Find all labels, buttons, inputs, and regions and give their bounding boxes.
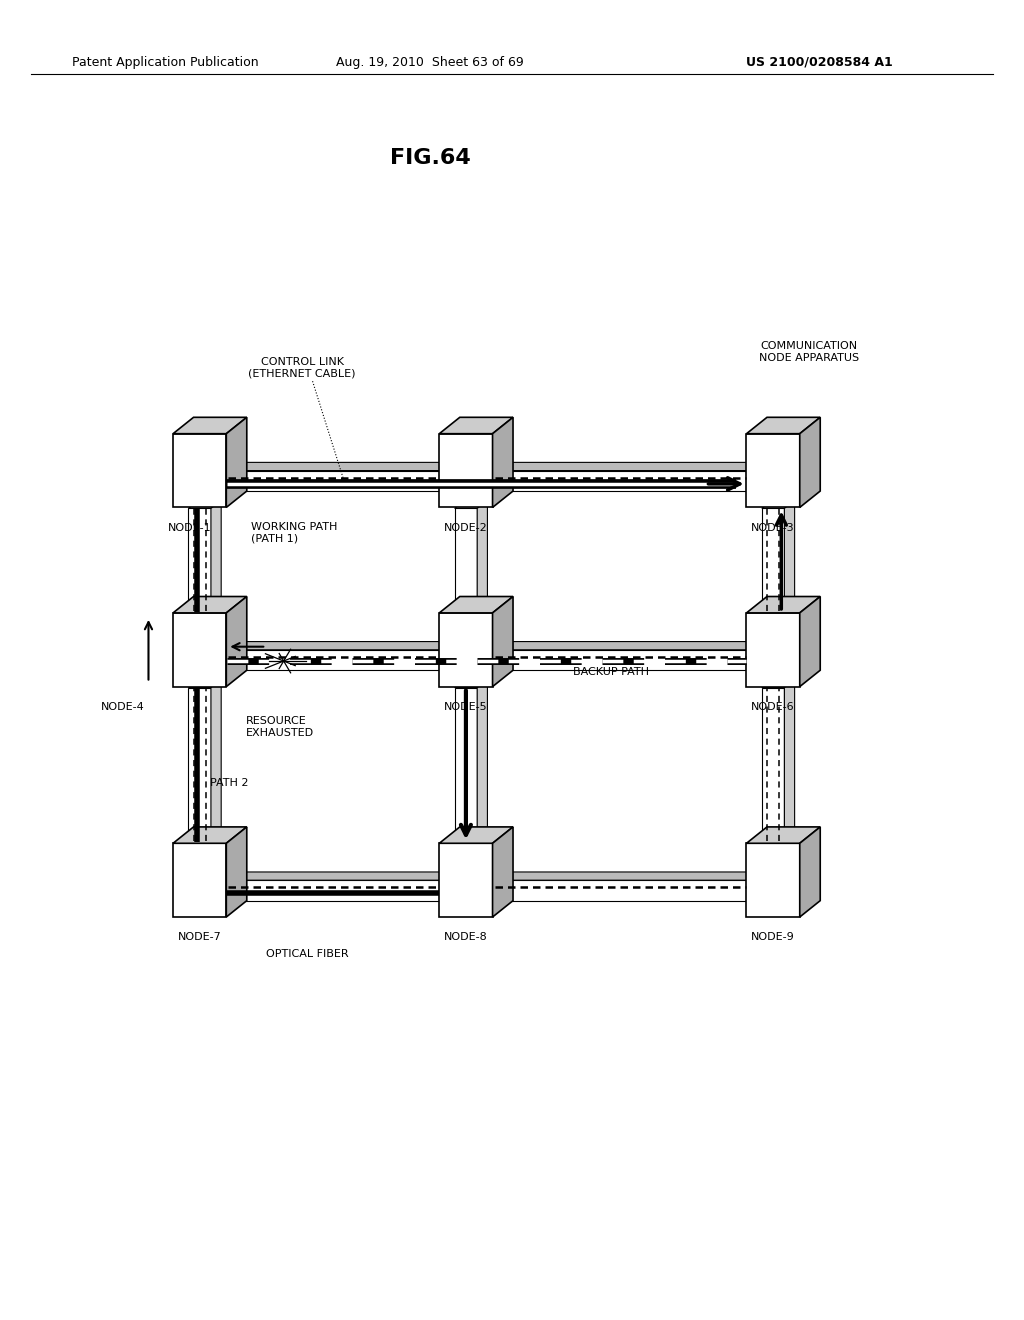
Polygon shape [494,462,755,470]
Polygon shape [211,500,221,612]
Polygon shape [746,417,820,434]
Polygon shape [494,642,755,649]
Text: NODE-1: NODE-1 [168,523,211,533]
Polygon shape [746,612,800,686]
Polygon shape [227,470,439,491]
Polygon shape [762,508,784,612]
Polygon shape [494,649,746,671]
Polygon shape [494,470,746,491]
Polygon shape [455,680,487,688]
Polygon shape [784,500,795,612]
Polygon shape [439,612,493,686]
Polygon shape [227,873,447,880]
Polygon shape [762,500,795,508]
Text: PATH 2: PATH 2 [210,777,249,788]
Polygon shape [188,508,211,612]
Polygon shape [227,649,439,671]
Polygon shape [227,642,447,649]
Polygon shape [800,597,820,686]
Text: WORKING PATH
(PATH 1): WORKING PATH (PATH 1) [251,521,337,544]
Polygon shape [188,688,211,842]
Polygon shape [439,417,513,434]
Text: NODE-7: NODE-7 [178,932,221,942]
Polygon shape [746,843,800,917]
Polygon shape [227,880,439,900]
Polygon shape [746,826,820,843]
Polygon shape [211,680,221,842]
Text: RESOURCE
EXHAUSTED: RESOURCE EXHAUSTED [246,717,314,738]
Polygon shape [455,500,487,508]
Polygon shape [477,500,487,612]
Polygon shape [762,680,795,688]
Polygon shape [439,434,493,507]
Polygon shape [493,597,513,686]
Polygon shape [746,597,820,612]
Polygon shape [494,880,746,900]
Polygon shape [477,680,487,842]
Polygon shape [455,688,477,842]
Polygon shape [226,417,247,507]
Polygon shape [173,843,226,917]
Text: NODE-2: NODE-2 [444,523,487,533]
Text: BACKUP PATH: BACKUP PATH [573,668,649,677]
Text: NODE-6: NODE-6 [752,702,795,711]
Polygon shape [762,688,784,842]
Polygon shape [493,826,513,917]
Text: NODE-5: NODE-5 [444,702,487,711]
Polygon shape [784,680,795,842]
Polygon shape [226,826,247,917]
Polygon shape [439,826,513,843]
Polygon shape [173,434,226,507]
Polygon shape [439,597,513,612]
Text: Patent Application Publication: Patent Application Publication [72,55,258,69]
Text: FIG.64: FIG.64 [390,148,470,169]
Polygon shape [173,597,247,612]
Polygon shape [439,843,493,917]
Text: COMMUNICATION
NODE APPARATUS: COMMUNICATION NODE APPARATUS [759,342,859,363]
Text: NODE-3: NODE-3 [752,523,795,533]
Polygon shape [494,873,755,880]
Polygon shape [226,597,247,686]
Polygon shape [800,826,820,917]
Polygon shape [173,826,247,843]
Text: NODE-8: NODE-8 [444,932,487,942]
Text: NODE-4: NODE-4 [101,702,144,711]
Polygon shape [173,612,226,686]
Text: US 2100/0208584 A1: US 2100/0208584 A1 [745,55,893,69]
Polygon shape [188,500,221,508]
Polygon shape [227,462,447,470]
Polygon shape [746,434,800,507]
Polygon shape [455,508,477,612]
Polygon shape [173,417,247,434]
Polygon shape [800,417,820,507]
Text: OPTICAL FIBER: OPTICAL FIBER [266,949,348,958]
Polygon shape [493,417,513,507]
Text: NODE-9: NODE-9 [752,932,795,942]
Polygon shape [188,680,221,688]
Text: Aug. 19, 2010  Sheet 63 of 69: Aug. 19, 2010 Sheet 63 of 69 [336,55,524,69]
Text: CONTROL LINK
(ETHERNET CABLE): CONTROL LINK (ETHERNET CABLE) [249,356,355,379]
